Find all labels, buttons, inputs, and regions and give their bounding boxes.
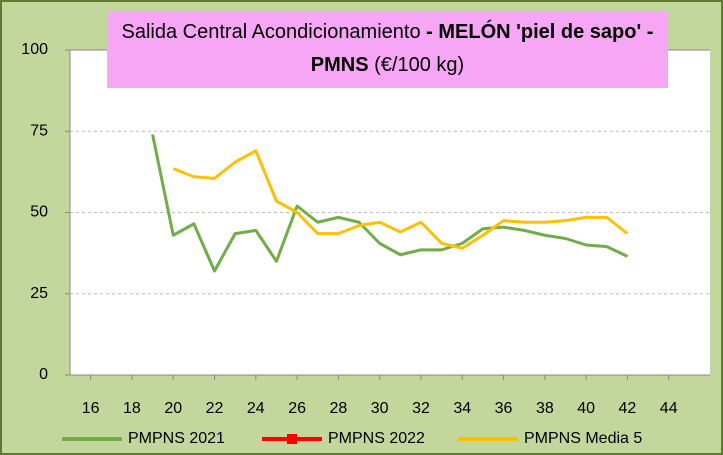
x-tick-label: 28: [329, 400, 347, 417]
x-tick-label: 40: [577, 400, 595, 417]
series-line: [151, 134, 629, 273]
x-tick-label: 26: [288, 400, 306, 417]
legend-label: PMPNS 2022: [328, 430, 425, 447]
series-line: [172, 149, 629, 250]
title-part: Salida Central Acondicionamiento: [121, 21, 421, 43]
x-tick-label: 30: [371, 400, 389, 417]
chart-title: Salida Central Acondicionamiento - MELÓN…: [107, 12, 668, 88]
x-tick-label: 16: [82, 400, 100, 417]
x-tick-label: 22: [206, 400, 224, 417]
x-tick-label: 32: [412, 400, 430, 417]
legend-marker: [287, 434, 297, 444]
x-tick-label: 20: [164, 400, 182, 417]
y-tick-label: 25: [30, 285, 48, 302]
title-part: (€/100 kg): [374, 54, 465, 76]
x-tick-label: 38: [536, 400, 554, 417]
x-tick-label: 42: [619, 400, 637, 417]
x-tick-label: 34: [453, 400, 471, 417]
legend-label: PMPNS 2021: [128, 430, 225, 447]
y-tick-label: 75: [30, 122, 48, 139]
x-tick-label: 24: [247, 400, 265, 417]
x-tick-label: 44: [660, 400, 678, 417]
y-tick-label: 50: [30, 204, 48, 221]
y-tick-label: 0: [39, 366, 48, 383]
y-tick-label: 100: [21, 41, 48, 58]
title-part: - MELÓN 'piel de sapo' - PMNS: [310, 21, 654, 76]
x-tick-label: 36: [495, 400, 513, 417]
x-tick-label: 18: [123, 400, 141, 417]
legend-label: PMPNS Media 5: [524, 430, 642, 447]
